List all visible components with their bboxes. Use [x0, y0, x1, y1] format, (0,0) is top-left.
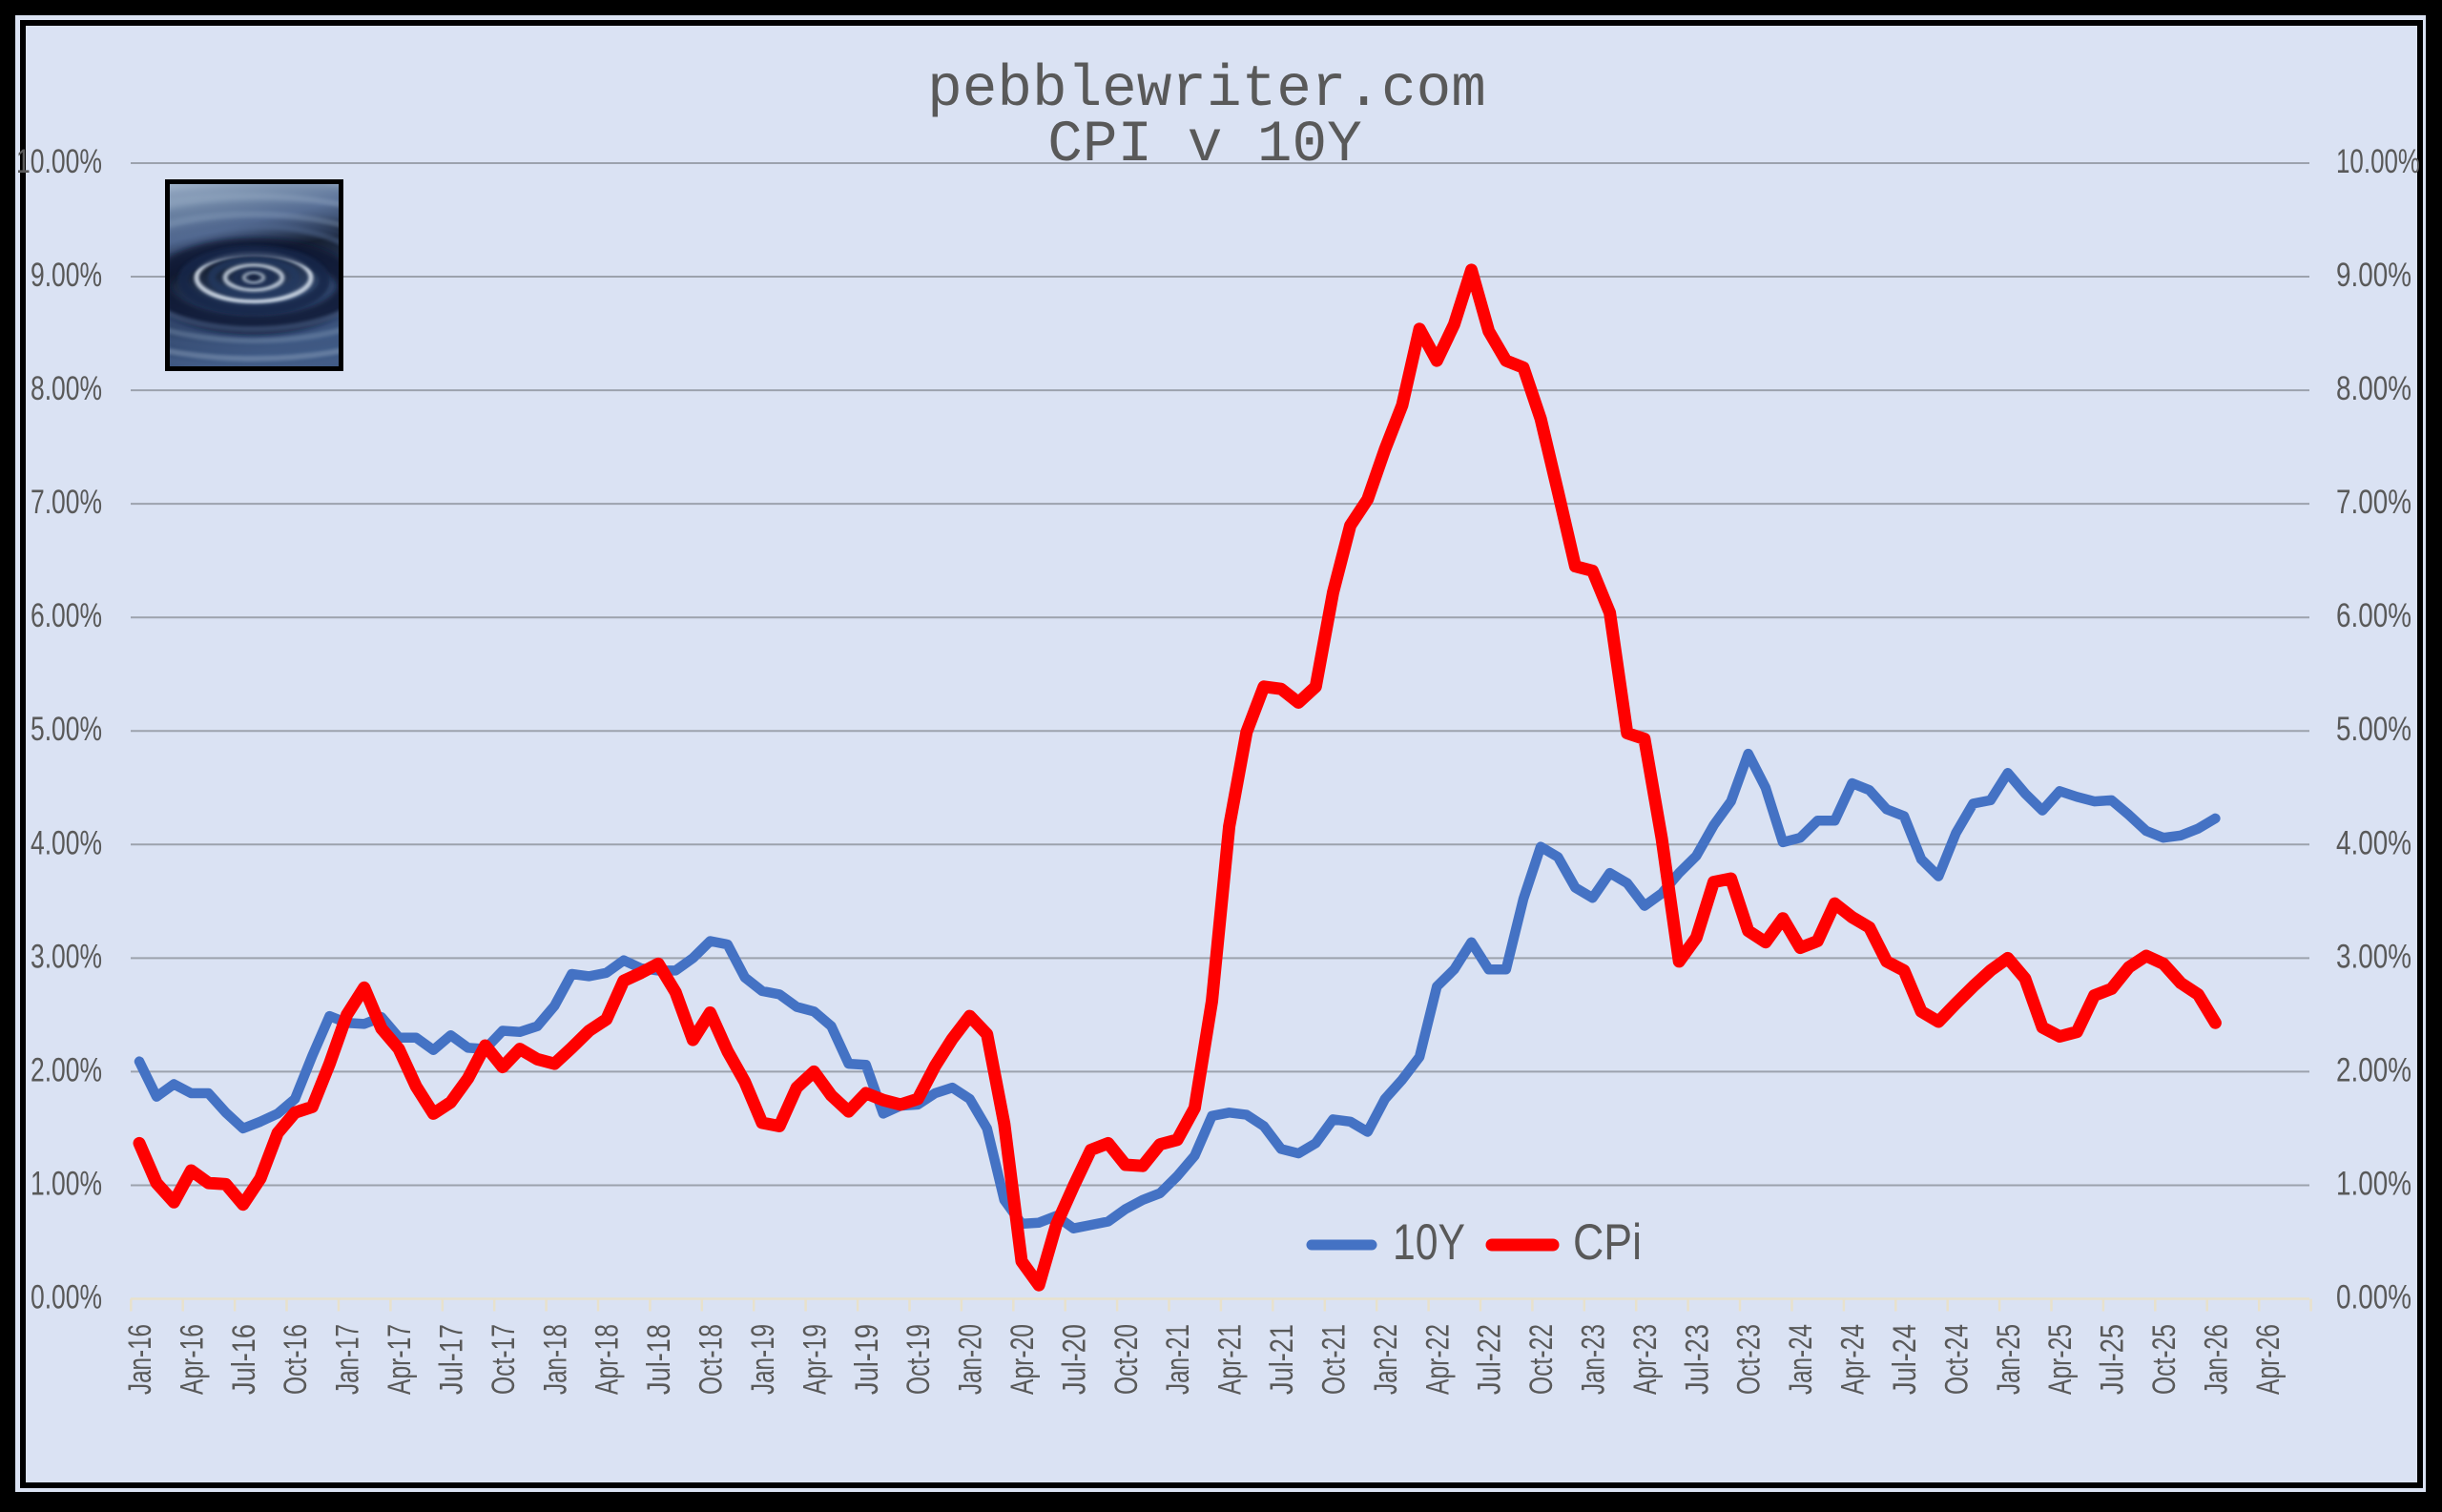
svg-text:Jan-24: Jan-24	[1783, 1324, 1819, 1395]
svg-text:Jan-19: Jan-19	[745, 1324, 781, 1395]
svg-text:1.00%: 1.00%	[2336, 1166, 2411, 1203]
svg-text:3.00%: 3.00%	[2336, 938, 2411, 975]
svg-text:Jan-20: Jan-20	[953, 1324, 989, 1395]
svg-text:10.00%: 10.00%	[2336, 143, 2420, 180]
svg-text:Jul-20: Jul-20	[1056, 1324, 1092, 1395]
svg-text:Jul-25: Jul-25	[2095, 1324, 2131, 1395]
svg-text:8.00%: 8.00%	[2336, 370, 2411, 407]
svg-text:7.00%: 7.00%	[2336, 484, 2411, 521]
svg-text:5.00%: 5.00%	[2336, 711, 2411, 748]
svg-text:1.00%: 1.00%	[31, 1166, 102, 1203]
svg-text:5.00%: 5.00%	[31, 711, 102, 748]
svg-text:Oct-24: Oct-24	[1938, 1324, 1975, 1395]
svg-text:Oct-25: Oct-25	[2146, 1324, 2183, 1395]
svg-text:Jul-24: Jul-24	[1887, 1324, 1923, 1395]
svg-text:4.00%: 4.00%	[2336, 824, 2411, 861]
svg-text:Apr-24: Apr-24	[1835, 1324, 1872, 1395]
svg-text:Oct-16: Oct-16	[278, 1324, 314, 1395]
svg-text:Apr-22: Apr-22	[1419, 1324, 1456, 1395]
svg-text:CPi: CPi	[1573, 1214, 1642, 1271]
svg-text:0.00%: 0.00%	[2336, 1279, 2411, 1316]
svg-text:Apr-26: Apr-26	[2250, 1324, 2287, 1395]
svg-text:0.00%: 0.00%	[31, 1279, 102, 1316]
svg-text:Apr-19: Apr-19	[797, 1324, 833, 1395]
svg-text:Apr-16: Apr-16	[174, 1324, 210, 1395]
svg-text:6.00%: 6.00%	[2336, 597, 2411, 634]
svg-text:Jan-16: Jan-16	[122, 1324, 158, 1395]
svg-text:Oct-17: Oct-17	[486, 1324, 522, 1395]
svg-text:4.00%: 4.00%	[31, 824, 102, 861]
svg-text:8.00%: 8.00%	[31, 370, 102, 407]
svg-text:Jul-22: Jul-22	[1472, 1324, 1508, 1395]
svg-text:Apr-23: Apr-23	[1627, 1324, 1664, 1395]
svg-text:Oct-21: Oct-21	[1316, 1324, 1353, 1395]
svg-text:7.00%: 7.00%	[31, 484, 102, 521]
svg-text:Jul-23: Jul-23	[1679, 1324, 1715, 1395]
svg-text:2.00%: 2.00%	[31, 1051, 102, 1088]
svg-text:Oct-20: Oct-20	[1108, 1324, 1145, 1395]
svg-text:Jan-26: Jan-26	[2198, 1324, 2234, 1395]
svg-text:2.00%: 2.00%	[2336, 1051, 2411, 1088]
svg-text:Jul-18: Jul-18	[641, 1324, 677, 1395]
svg-text:Jan-23: Jan-23	[1576, 1324, 1612, 1395]
svg-text:Jan-25: Jan-25	[1991, 1324, 2027, 1395]
svg-text:Oct-18: Oct-18	[693, 1324, 730, 1395]
svg-text:Jan-18: Jan-18	[537, 1324, 573, 1395]
svg-text:Jan-22: Jan-22	[1368, 1324, 1404, 1395]
svg-text:Jul-17: Jul-17	[434, 1324, 470, 1395]
svg-text:Jan-17: Jan-17	[330, 1324, 366, 1395]
svg-text:Oct-22: Oct-22	[1523, 1324, 1560, 1395]
svg-text:CPI v 10Y: CPI v 10Y	[1047, 113, 1361, 178]
svg-text:Jul-21: Jul-21	[1264, 1324, 1300, 1395]
svg-text:Apr-20: Apr-20	[1004, 1324, 1041, 1395]
svg-text:Jul-19: Jul-19	[849, 1324, 885, 1395]
svg-text:Oct-23: Oct-23	[1731, 1324, 1768, 1395]
svg-text:9.00%: 9.00%	[31, 257, 102, 294]
svg-text:Apr-25: Apr-25	[2042, 1324, 2079, 1395]
svg-text:pebblewriter.com: pebblewriter.com	[927, 57, 1486, 123]
svg-text:9.00%: 9.00%	[2336, 257, 2411, 294]
svg-text:Apr-21: Apr-21	[1212, 1324, 1249, 1395]
svg-text:Jul-16: Jul-16	[226, 1324, 262, 1395]
svg-text:3.00%: 3.00%	[31, 938, 102, 975]
svg-text:10Y: 10Y	[1393, 1214, 1465, 1271]
svg-text:Oct-19: Oct-19	[900, 1324, 937, 1395]
svg-text:Jan-21: Jan-21	[1160, 1324, 1196, 1395]
svg-text:Apr-18: Apr-18	[590, 1324, 626, 1395]
svg-text:6.00%: 6.00%	[31, 597, 102, 634]
svg-text:Apr-17: Apr-17	[382, 1324, 418, 1395]
svg-text:10.00%: 10.00%	[16, 143, 102, 180]
